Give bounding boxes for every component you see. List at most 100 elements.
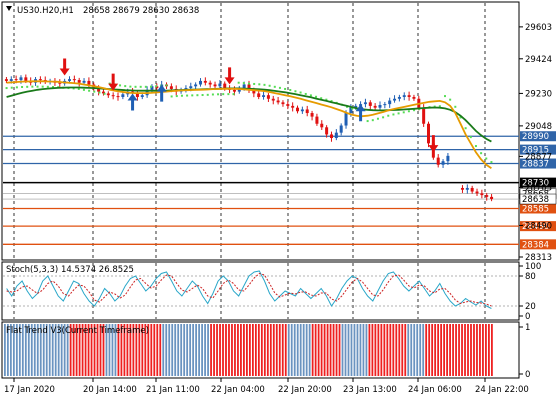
flat-bar	[198, 324, 200, 376]
psar-dot	[46, 85, 49, 88]
flat-bar	[254, 324, 257, 376]
flat-bar	[126, 324, 129, 376]
flat-bar	[219, 324, 221, 376]
psar-dot	[5, 87, 8, 90]
candle-body	[407, 95, 411, 97]
level-tag	[520, 158, 556, 169]
flat-bar	[251, 324, 254, 376]
candle-body	[198, 80, 202, 85]
flat-bar	[359, 324, 362, 376]
ma-slow-line	[6, 86, 492, 143]
candle-body	[194, 84, 198, 87]
flat-bar	[371, 324, 374, 376]
flat-bar	[275, 324, 278, 376]
flat-bar	[60, 324, 63, 376]
candle-body	[218, 83, 222, 87]
flat-bar	[482, 324, 484, 376]
price-tick-label: 29048	[525, 122, 552, 132]
psar-dot	[10, 86, 13, 89]
candle-body	[373, 105, 377, 108]
stoch-panel-frame	[1, 261, 520, 321]
candle-body	[315, 116, 319, 124]
candle-body	[9, 79, 13, 81]
psar-dot	[206, 93, 209, 96]
flat-bar	[443, 324, 445, 376]
flat-bar	[141, 324, 144, 376]
flat-bar	[335, 324, 338, 376]
time-tick-label: 22 Jan 04:00	[211, 385, 265, 395]
candle-body	[24, 77, 28, 81]
candle-body	[247, 84, 251, 90]
candle-body	[67, 79, 71, 81]
flat-bar	[449, 324, 451, 376]
psar-dot	[258, 83, 261, 86]
flat-bar	[296, 324, 299, 376]
flat-bar	[117, 324, 120, 376]
psar-dot	[387, 114, 390, 117]
flat-bar	[39, 324, 42, 376]
flat-bar	[431, 324, 434, 376]
time-tick-label: 23 Jan 13:00	[343, 385, 397, 395]
flat-bar	[243, 324, 245, 376]
flat-bar	[105, 324, 108, 376]
flat-bar	[30, 324, 33, 376]
psar-dot	[444, 95, 446, 98]
psar-dot	[21, 85, 24, 88]
flat-bar	[320, 324, 323, 376]
flat-bar	[132, 324, 135, 376]
psar-dot	[150, 85, 152, 88]
price-tick-label: 28703	[525, 183, 552, 193]
flat-bar	[407, 324, 410, 376]
stoch-tick-label: 20	[525, 302, 536, 312]
psar-dot	[77, 87, 80, 90]
candle-body	[363, 102, 367, 105]
flat-bar	[174, 324, 177, 376]
flat-bar	[401, 324, 404, 376]
candle-body	[87, 80, 91, 85]
flat-bar	[398, 324, 401, 376]
candle-body	[339, 125, 343, 133]
psar-dot	[211, 93, 214, 96]
flat-bar	[90, 324, 93, 376]
candle-body	[97, 88, 101, 92]
flat-bar	[485, 324, 487, 376]
flat-bar	[302, 324, 305, 376]
price-tick-label: 29230	[525, 89, 552, 99]
flat-bar	[383, 324, 386, 376]
psar-dot	[299, 91, 302, 94]
candle-body	[320, 123, 324, 128]
psar-dot	[469, 136, 472, 139]
flat-bar	[99, 324, 102, 376]
flat-bar	[102, 324, 105, 376]
candle-body	[465, 187, 469, 190]
candle-body	[257, 93, 261, 97]
flat-bar	[183, 324, 186, 376]
time-tick-label: 21 Jan 11:00	[146, 385, 200, 395]
candle-body	[291, 105, 295, 108]
flat-bar	[189, 324, 192, 376]
level-tag-label: 28990	[522, 132, 549, 142]
psar-dot	[315, 95, 318, 98]
candle-body	[368, 102, 372, 106]
psar-dot	[217, 93, 220, 96]
flat-bar	[135, 324, 138, 376]
candle-body	[286, 104, 290, 106]
flat-bar	[347, 324, 350, 376]
psar-dot	[253, 82, 256, 85]
candle-body	[135, 93, 139, 97]
flat-bar	[308, 324, 311, 376]
price-tag-label: 28638	[522, 195, 549, 205]
flat-bar	[473, 324, 475, 376]
psar-dot	[278, 86, 281, 89]
level-tag-label: 28730	[522, 179, 549, 189]
level-tag-label: 28837	[522, 160, 549, 170]
flat-bar	[9, 324, 12, 376]
flat-bar	[165, 324, 168, 376]
candle-body	[296, 107, 300, 112]
flat-bar	[281, 324, 284, 376]
level-tag-label: 28384	[522, 240, 549, 250]
collapse-triangle-icon[interactable]	[6, 6, 12, 11]
flat-bar	[476, 324, 478, 376]
